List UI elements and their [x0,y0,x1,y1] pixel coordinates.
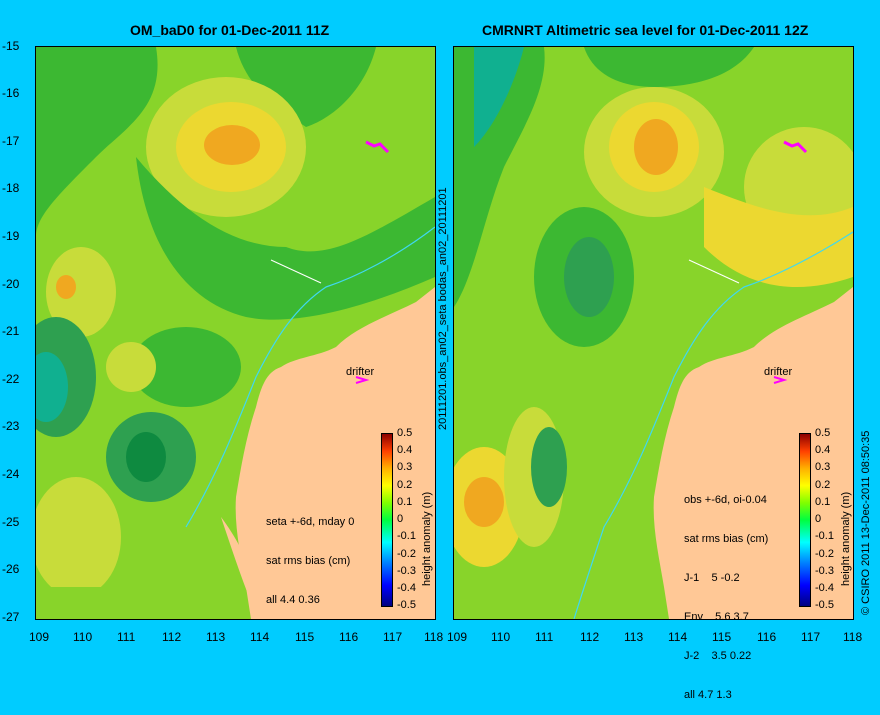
colorbar-tick: 0.1 [815,496,831,508]
lat-tick-left: -22 [2,372,20,386]
lon-tick-right: 118 [843,630,863,644]
colorbar-tick: -0.2 [397,548,416,560]
right-stats-block: obs +-6d, oi-0.04 sat rms bias (cm) J-1 … [684,468,768,715]
colorbar-tick: -0.3 [815,565,834,577]
lat-tick-left: -16 [2,86,20,100]
colorbar-tick: 0.5 [397,427,413,439]
right-sea-level-map[interactable] [453,46,854,620]
left-drifter-label: drifter [346,366,375,378]
lon-tick-right: 110 [491,630,511,644]
lat-tick-left: -21 [2,324,20,338]
colorbar-tick: 0 [815,513,822,525]
lon-tick-left: 114 [250,630,270,644]
colorbar-tick: 0.4 [397,444,413,456]
file-id-label: 20111201.obs_an02_seta bodas_an02_201112… [437,187,449,430]
copyright-credit: © CSIRO 2011 13-Dec-2011 08:50:35 [860,430,872,615]
stats-line: all 4.4 0.36 [266,594,320,606]
lon-tick-right: 117 [801,630,821,644]
lon-tick-left: 115 [295,630,315,644]
lat-tick-left: -23 [2,419,20,433]
lat-tick-left: -26 [2,562,20,576]
lon-tick-right: 111 [535,630,554,644]
left-colorbar-label: height anomaly (m) [421,491,433,586]
right-colorbar-label: height anomaly (m) [840,491,852,586]
colorbar-tick: -0.2 [815,548,834,560]
lon-tick-left: 110 [73,630,93,644]
right-drifter-label: drifter [764,366,793,378]
lon-tick-right: 109 [447,630,468,644]
colorbar-tick: 0.2 [815,479,831,491]
lon-tick-left: 111 [117,630,136,644]
colorbar-tick: 0.1 [397,496,413,508]
colorbar-tick: -0.1 [815,530,834,542]
left-map-title: OM_baD0 for 01-Dec-2011 11Z [130,22,330,38]
left-stats-block: seta +-6d, mday 0 sat rms bias (cm) all … [266,490,354,620]
lon-tick-left: 112 [162,630,182,644]
colorbar-tick: 0.2 [397,479,413,491]
stats-line: J-2 3.5 0.22 [684,650,752,662]
lon-tick-right: 112 [580,630,600,644]
colorbar-tick: 0.3 [815,461,831,473]
colorbar-tick: 0.5 [815,427,831,439]
lon-tick-right: 116 [757,630,777,644]
lon-tick-left: 109 [29,630,50,644]
colorbar-tick: -0.4 [397,582,416,594]
stats-line: J-1 5 -0.2 [684,572,740,584]
lat-tick-left: -20 [2,277,20,291]
colorbar-tick: -0.4 [815,582,834,594]
lat-tick-left: -24 [2,467,20,481]
stats-line: all 4.7 1.3 [684,689,732,701]
lat-tick-left: -18 [2,181,20,195]
colorbar-tick: 0 [397,513,404,525]
stats-line: obs +-6d, oi-0.04 [684,494,767,506]
lon-tick-left: 113 [206,630,226,644]
lon-tick-right: 115 [712,630,732,644]
colorbar-tick: 0.3 [397,461,413,473]
lat-tick-left: -17 [2,134,20,148]
stats-line: seta +-6d, mday 0 [266,516,355,528]
stats-line: Env 5.6 3.7 [684,611,749,623]
lon-tick-right: 113 [624,630,644,644]
lat-tick-left: -15 [2,39,20,53]
left-colorbar [381,433,393,607]
right-colorbar [799,433,811,607]
lon-tick-left: 116 [339,630,359,644]
stats-line: sat rms bias (cm) [266,555,351,567]
colorbar-tick: -0.3 [397,565,416,577]
colorbar-tick: -0.1 [397,530,416,542]
left-sea-level-map[interactable] [35,46,436,620]
right-map-graphic [454,47,853,619]
lon-tick-left: 117 [383,630,403,644]
colorbar-tick: 0.4 [815,444,831,456]
lon-tick-right: 114 [668,630,688,644]
lat-tick-left: -25 [2,515,20,529]
stats-line: sat rms bias (cm) [684,533,769,545]
right-map-title: CMRNRT Altimetric sea level for 01-Dec-2… [482,22,809,38]
lat-tick-left: -19 [2,229,20,243]
left-map-graphic [36,47,435,619]
colorbar-tick: -0.5 [397,599,416,611]
lon-tick-left: 118 [424,630,444,644]
colorbar-tick: -0.5 [815,599,834,611]
lat-tick-left: -27 [2,610,20,624]
